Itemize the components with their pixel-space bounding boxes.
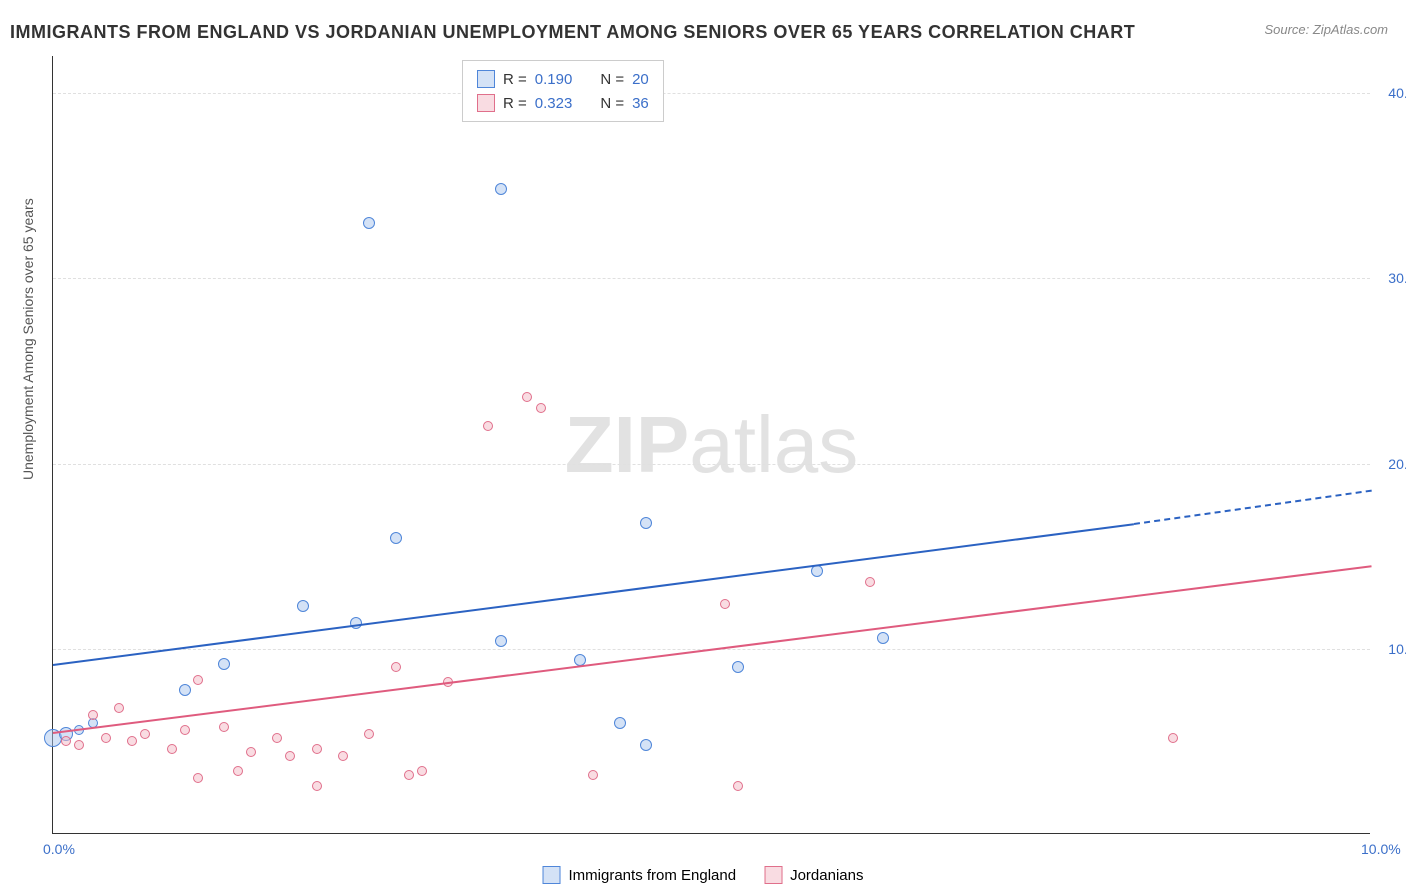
data-point-england [614,717,626,729]
data-point-jordan [404,770,414,780]
r-value: 0.323 [535,95,573,112]
n-value: 20 [632,71,649,88]
n-label: N = [600,71,624,88]
legend-swatch [477,94,495,112]
data-point-jordan [233,766,243,776]
data-point-jordan [246,747,256,757]
data-point-jordan [74,740,84,750]
data-point-jordan [417,766,427,776]
data-point-jordan [140,729,150,739]
data-point-england [390,532,402,544]
data-point-jordan [391,662,401,672]
grid-line [53,464,1370,465]
data-point-england [179,684,191,696]
data-point-jordan [483,421,493,431]
data-point-england [297,600,309,612]
data-point-jordan [588,770,598,780]
trend-line [1134,489,1372,524]
data-point-jordan [219,722,229,732]
data-point-jordan [101,733,111,743]
data-point-england [218,658,230,670]
data-point-england [640,517,652,529]
r-value: 0.190 [535,71,573,88]
data-point-jordan [522,392,532,402]
grid-line [53,93,1370,94]
correlation-legend: R = 0.190 N = 20 R = 0.323 N = 36 [462,60,664,122]
data-point-jordan [193,773,203,783]
data-point-england [495,635,507,647]
legend-swatch [764,866,782,884]
data-point-jordan [720,599,730,609]
grid-line [53,278,1370,279]
data-point-jordan [865,577,875,587]
r-label: R = [503,95,527,112]
legend-swatch [543,866,561,884]
y-tick-label: 40.0% [1388,85,1406,101]
data-point-england [640,739,652,751]
legend-swatch [477,70,495,88]
x-tick-label: 0.0% [43,841,75,857]
data-point-jordan [167,744,177,754]
r-label: R = [503,71,527,88]
data-point-england [732,661,744,673]
data-point-jordan [88,710,98,720]
data-point-england [495,183,507,195]
series-label: Jordanians [790,867,863,884]
data-point-jordan [114,703,124,713]
data-point-jordan [127,736,137,746]
chart-title: IMMIGRANTS FROM ENGLAND VS JORDANIAN UNE… [10,22,1135,43]
y-tick-label: 30.0% [1388,270,1406,286]
data-point-jordan [733,781,743,791]
data-point-jordan [364,729,374,739]
series-label: Immigrants from England [569,867,737,884]
series-legend-item-england: Immigrants from England [543,866,737,884]
data-point-jordan [61,736,71,746]
legend-row-jordan: R = 0.323 N = 36 [477,91,649,115]
trend-line [53,523,1134,666]
data-point-england [877,632,889,644]
legend-row-england: R = 0.190 N = 20 [477,67,649,91]
y-tick-label: 10.0% [1388,641,1406,657]
data-point-jordan [312,781,322,791]
n-value: 36 [632,95,649,112]
y-axis-label: Unemployment Among Seniors over 65 years [20,198,36,480]
trend-line [53,565,1371,734]
source-label: Source: ZipAtlas.com [1264,22,1388,37]
data-point-jordan [272,733,282,743]
x-tick-label: 10.0% [1361,841,1401,857]
data-point-jordan [312,744,322,754]
watermark: ZIPatlas [565,399,858,491]
data-point-jordan [180,725,190,735]
data-point-jordan [193,675,203,685]
n-label: N = [600,95,624,112]
y-tick-label: 20.0% [1388,456,1406,472]
series-legend-item-jordan: Jordanians [764,866,863,884]
data-point-jordan [1168,733,1178,743]
data-point-england [363,217,375,229]
data-point-jordan [536,403,546,413]
series-legend: Immigrants from England Jordanians [543,866,864,884]
data-point-jordan [338,751,348,761]
data-point-jordan [285,751,295,761]
plot-area: ZIPatlas 10.0%20.0%30.0%40.0%0.0%10.0% [52,56,1370,834]
